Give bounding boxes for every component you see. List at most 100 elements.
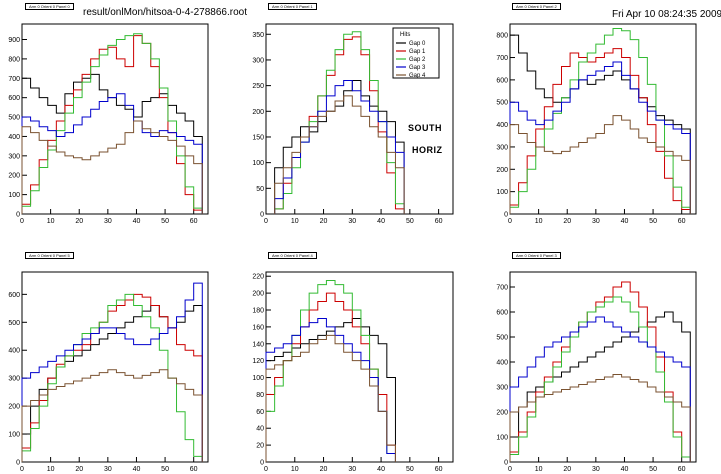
- y-tick-label: 600: [8, 95, 20, 102]
- panel-title-3: Arm 0 Orient 0 Panel 5: [25, 252, 74, 259]
- file-path-label: result/onlMon/hitsoa-0-4-278866.root: [83, 7, 247, 18]
- x-tick-label: 0: [20, 466, 24, 473]
- y-tick-label: 800: [496, 33, 508, 40]
- x-tick-label: 10: [291, 466, 299, 473]
- y-tick-label: 80: [256, 392, 264, 399]
- x-tick-label: 30: [348, 218, 356, 225]
- stamp-south: SOUTH: [408, 123, 442, 133]
- y-tick-label: 300: [8, 153, 20, 160]
- y-tick-label: 100: [496, 189, 508, 196]
- y-tick-label: 350: [252, 32, 264, 39]
- series-0-gap-3: [21, 93, 203, 214]
- plot-frame-2: [509, 23, 697, 215]
- y-tick-label: 400: [8, 348, 20, 355]
- y-tick-label: 200: [8, 404, 20, 411]
- legend-box: [392, 27, 440, 79]
- x-tick-label: 60: [435, 466, 443, 473]
- series-5-gap-0: [509, 311, 691, 462]
- y-tick-label: 0: [260, 212, 264, 219]
- legend-entry: Gap 4: [409, 73, 426, 79]
- x-tick-label: 40: [621, 218, 629, 225]
- plot-frame-3: [21, 271, 209, 463]
- y-tick-label: 700: [496, 285, 508, 292]
- panel-title-4: Arm 0 Orient 0 Panel 4: [268, 252, 317, 259]
- x-tick-label: 10: [47, 466, 55, 473]
- y-tick-label: 300: [496, 385, 508, 392]
- x-tick-label: 20: [563, 218, 571, 225]
- y-tick-label: 0: [504, 460, 508, 467]
- x-tick-label: 0: [264, 218, 268, 225]
- x-tick-label: 40: [377, 466, 385, 473]
- timestamp-label: Fri Apr 10 08:24:35 2009: [612, 9, 721, 20]
- x-tick-label: 0: [20, 218, 24, 225]
- x-tick-label: 50: [161, 466, 169, 473]
- y-tick-label: 0: [16, 212, 20, 219]
- x-tick-label: 50: [161, 218, 169, 225]
- x-tick-label: 50: [406, 218, 414, 225]
- series-0-gap-4: [21, 120, 203, 214]
- y-tick-label: 250: [252, 83, 264, 90]
- legend-entry: Gap 1: [409, 49, 426, 55]
- y-tick-label: 180: [252, 308, 264, 315]
- y-tick-label: 0: [260, 460, 264, 467]
- x-tick-label: 40: [133, 466, 141, 473]
- y-tick-label: 160: [252, 324, 264, 331]
- series-2-gap-3: [509, 61, 691, 214]
- series-4-gap-3: [265, 317, 396, 462]
- y-tick-label: 400: [8, 134, 20, 141]
- series-1-gap-3: [274, 79, 405, 214]
- x-tick-label: 0: [508, 218, 512, 225]
- x-tick-label: 20: [320, 218, 328, 225]
- y-tick-label: 500: [496, 100, 508, 107]
- y-tick-label: 500: [496, 335, 508, 342]
- x-tick-label: 60: [435, 218, 443, 225]
- x-tick-label: 60: [678, 466, 686, 473]
- legend-entry: Gap 2: [409, 57, 426, 63]
- y-tick-label: 200: [496, 410, 508, 417]
- y-tick-label: 100: [8, 192, 20, 199]
- series-2-gap-1: [509, 48, 691, 214]
- x-tick-label: 30: [348, 466, 356, 473]
- x-tick-label: 20: [75, 218, 83, 225]
- y-tick-label: 400: [496, 122, 508, 129]
- x-tick-label: 30: [104, 466, 112, 473]
- y-tick-label: 200: [496, 167, 508, 174]
- y-tick-label: 40: [256, 426, 264, 433]
- legend: Hits Gap 0 Gap 1 Gap 2 Gap 3 Gap 4: [392, 27, 440, 79]
- y-tick-label: 700: [496, 55, 508, 62]
- series-2-gap-0: [509, 34, 691, 214]
- x-tick-label: 30: [104, 218, 112, 225]
- x-tick-label: 10: [47, 218, 55, 225]
- x-tick-label: 40: [133, 218, 141, 225]
- y-tick-label: 100: [252, 375, 264, 382]
- y-tick-label: 600: [496, 310, 508, 317]
- series-3-gap-4: [21, 369, 203, 462]
- series-5-gap-1: [509, 281, 691, 462]
- y-tick-label: 300: [252, 57, 264, 64]
- y-tick-label: 500: [8, 115, 20, 122]
- y-tick-label: 300: [496, 144, 508, 151]
- series-1-gap-4: [274, 95, 405, 214]
- panel-4: 0 10 20 30 40 50 60 0 20 40 60 80 100 120 140 160 180 200…: [252, 271, 454, 473]
- panel-title-5: Arm 0 Orient 0 Panel 3: [512, 252, 561, 259]
- y-tick-label: 400: [496, 360, 508, 367]
- y-tick-label: 600: [8, 292, 20, 299]
- series-2-gap-4: [509, 115, 691, 214]
- series-3-gap-3: [21, 282, 203, 462]
- y-tick-label: 700: [8, 76, 20, 83]
- x-tick-label: 10: [291, 218, 299, 225]
- x-tick-label: 20: [320, 466, 328, 473]
- y-tick-label: 600: [496, 77, 508, 84]
- panel-title-0: Arm 0 Orient 0 Panel 0: [25, 3, 74, 10]
- x-tick-label: 40: [621, 466, 629, 473]
- y-tick-label: 50: [256, 186, 264, 193]
- series-0-gap-2: [21, 33, 203, 214]
- legend-title: Hits: [400, 32, 410, 38]
- y-tick-label: 200: [252, 291, 264, 298]
- series-5-gap-4: [509, 374, 691, 462]
- y-tick-label: 0: [504, 212, 508, 219]
- x-tick-label: 60: [190, 218, 198, 225]
- x-tick-label: 50: [649, 218, 657, 225]
- y-tick-label: 200: [8, 173, 20, 180]
